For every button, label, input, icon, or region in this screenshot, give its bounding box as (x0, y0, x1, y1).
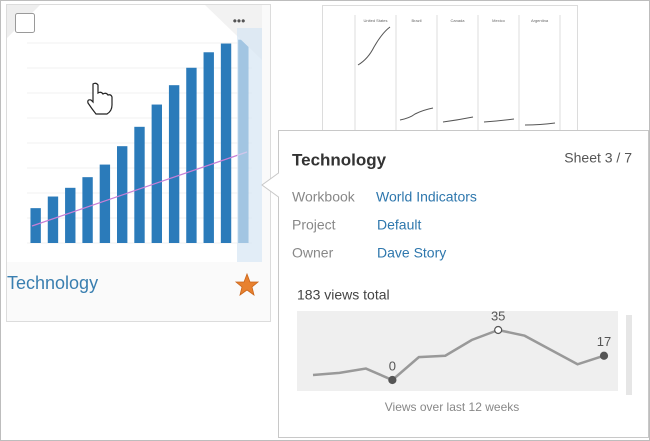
row-link[interactable]: Dave Story (377, 245, 446, 261)
card-title[interactable]: Technology (7, 273, 98, 293)
checkbox[interactable] (15, 13, 35, 33)
row-label: Workbook (292, 189, 356, 205)
hover-highlight (237, 28, 262, 262)
favorite-star[interactable] (234, 272, 260, 296)
mini-line (483, 118, 515, 123)
tooltip (261, 130, 649, 438)
column-header: Argentina (531, 18, 549, 23)
thumb-bar (30, 208, 41, 243)
sparkline-label: 17 (597, 334, 611, 349)
trend-line (31, 151, 248, 227)
row-label: Project (292, 217, 336, 233)
sheet-index: Sheet 3 / 7 (564, 150, 632, 166)
views-total: 183 views total (297, 287, 390, 303)
mini-line (399, 107, 434, 121)
thumb-bar (47, 196, 59, 243)
mini-line (442, 116, 474, 123)
thumb-bar (65, 187, 76, 243)
sparkline-label: 0 (389, 358, 396, 373)
row-link[interactable]: World Indicators (376, 189, 477, 205)
more-menu[interactable]: ••• (233, 14, 246, 28)
sparkline-label: 35 (491, 308, 505, 323)
thumb-bar (99, 164, 111, 243)
thumb-bar (186, 67, 197, 243)
sparkline-path (312, 328, 605, 382)
thumb-bar (220, 43, 232, 243)
mini-line (524, 122, 556, 126)
background-card[interactable] (322, 5, 578, 136)
sparkline-marker (494, 325, 503, 335)
column-header: Canada (450, 18, 465, 23)
column-header: United States (363, 18, 387, 23)
background-columns: United States Brazil Canada Mexico Argentina (354, 15, 561, 130)
thumb-bar (82, 177, 93, 243)
column-header: Brazil (411, 18, 421, 23)
tooltip-title: Technology (292, 150, 387, 169)
thumb-bar (134, 126, 145, 243)
column-header: Mexico (492, 18, 505, 23)
row-label: Owner (292, 245, 334, 261)
mini-line (357, 26, 391, 66)
thumb-bar (168, 85, 180, 243)
thumb-bar (203, 52, 214, 243)
thumb-bar (151, 104, 162, 243)
sparkline-marker (599, 351, 609, 360)
row-link[interactable]: Default (377, 217, 421, 233)
sparkline-marker (388, 375, 397, 385)
sparkline-caption: Views over last 12 weeks (385, 400, 520, 414)
sparkline-bg (297, 311, 618, 391)
sparkline: 0 35 17 (312, 308, 611, 385)
hand-cursor (87, 82, 113, 115)
scrollbar (626, 315, 632, 395)
